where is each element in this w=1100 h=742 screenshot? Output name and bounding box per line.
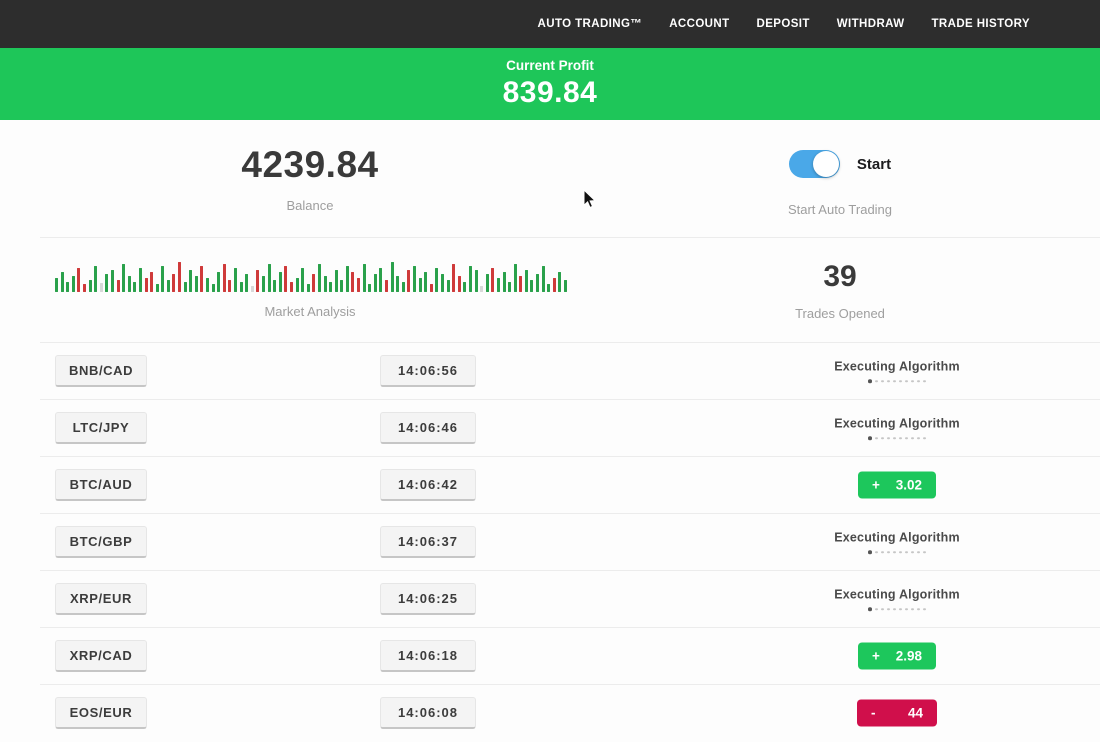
pair-badge: BNB/CAD <box>55 355 148 387</box>
sign: - <box>871 705 876 721</box>
market-analysis-block: Market Analysis <box>0 238 620 342</box>
auto-trading-block: Start Start Auto Trading <box>620 120 1060 237</box>
table-row: LTC/JPY 14:06:46 Executing Algorithm <box>0 400 1100 456</box>
trades-opened-block: 39 Trades Opened <box>620 238 1060 342</box>
pair-badge: BTC/GBP <box>55 526 147 558</box>
table-row: XRP/CAD 14:06:18 +2.98 <box>0 628 1100 684</box>
trades-opened-label: Trades Opened <box>795 306 885 321</box>
progress-dots-icon <box>868 607 926 611</box>
balance-section: 4239.84 Balance Start Start Auto Trading <box>0 120 1100 237</box>
pair-badge: XRP/CAD <box>55 640 147 672</box>
market-section: Market Analysis 39 Trades Opened <box>0 238 1100 342</box>
loss-badge: - 44 <box>857 699 937 727</box>
balance-value: 4239.84 <box>241 144 379 185</box>
auto-trading-sublabel: Start Auto Trading <box>787 202 893 217</box>
trades-opened-value: 39 <box>823 260 857 293</box>
pair-badge: BTC/AUD <box>55 469 147 501</box>
status-cell: Executing Algorithm <box>772 359 1022 383</box>
pair-badge: XRP/EUR <box>55 583 147 615</box>
table-row: XRP/EUR 14:06:25 Executing Algorithm <box>0 571 1100 627</box>
status-cell: Executing Algorithm <box>772 416 1022 440</box>
row-divider <box>40 627 1100 628</box>
progress-dots-icon <box>868 550 926 554</box>
value: 3.02 <box>895 477 922 493</box>
value: 2.98 <box>895 648 922 664</box>
nav-item-trade-history[interactable]: TRADE HISTORY <box>931 18 1030 30</box>
row-divider <box>40 513 1100 514</box>
toggle-knob-icon <box>812 151 839 177</box>
time-badge: 14:06:18 <box>380 640 476 672</box>
balance-label: Balance <box>286 198 334 213</box>
status-cell: +3.02 <box>772 471 1022 499</box>
row-divider <box>40 456 1100 457</box>
executing-label: Executing Algorithm <box>834 587 960 602</box>
sign: + <box>872 477 880 493</box>
market-analysis-chart <box>55 262 568 292</box>
profit-badge: +3.02 <box>858 471 936 499</box>
status-cell: Executing Algorithm <box>772 587 1022 611</box>
profit-badge: +2.98 <box>858 642 936 670</box>
value: 44 <box>907 705 923 721</box>
sign: + <box>872 648 880 664</box>
time-badge: 14:06:46 <box>380 412 476 444</box>
time-badge: 14:06:08 <box>380 697 476 729</box>
top-nav: AUTO TRADING™ ACCOUNT DEPOSIT WITHDRAW TRADE… <box>0 0 1100 48</box>
profit-banner: Current Profit 839.84 <box>0 48 1100 120</box>
time-badge: 14:06:37 <box>380 526 476 558</box>
progress-dots-icon <box>868 436 926 440</box>
row-divider <box>40 684 1100 685</box>
row-divider <box>40 570 1100 571</box>
status-cell: Executing Algorithm <box>772 530 1022 554</box>
balance-block: 4239.84 Balance <box>0 120 620 237</box>
trades-table: BNB/CAD 14:06:56 Executing Algorithm LTC/JP… <box>0 342 1100 741</box>
nav-item-withdraw[interactable]: WITHDRAW <box>836 18 905 30</box>
executing-label: Executing Algorithm <box>834 359 960 374</box>
toggle-row: Start <box>788 150 892 178</box>
row-divider <box>40 342 1100 343</box>
table-row: BTC/GBP 14:06:37 Executing Algorithm <box>0 514 1100 570</box>
status-cell: +2.98 <box>772 642 1022 670</box>
nav-item-deposit[interactable]: DEPOSIT <box>756 18 810 30</box>
row-divider <box>40 399 1100 400</box>
pair-badge: EOS/EUR <box>55 697 147 729</box>
toggle-label: Start <box>856 155 892 173</box>
executing-label: Executing Algorithm <box>834 416 960 431</box>
nav-item-auto-trading[interactable]: AUTO TRADING™ <box>537 18 643 30</box>
status-cell: - 44 <box>772 699 1022 727</box>
table-row: BNB/CAD 14:06:56 Executing Algorithm <box>0 343 1100 399</box>
pair-badge: LTC/JPY <box>55 412 147 444</box>
current-profit-value: 839.84 <box>502 76 598 109</box>
time-badge: 14:06:42 <box>380 469 476 501</box>
table-row: BTC/AUD 14:06:42 +3.02 <box>0 457 1100 513</box>
time-badge: 14:06:56 <box>380 355 476 387</box>
market-analysis-label: Market Analysis <box>264 304 356 319</box>
nav-items: AUTO TRADING™ ACCOUNT DEPOSIT WITHDRAW TRADE… <box>538 18 1030 30</box>
section-divider <box>40 237 1100 238</box>
progress-dots-icon <box>868 379 926 383</box>
table-row: EOS/EUR 14:06:08 - 44 <box>0 685 1100 741</box>
auto-trading-toggle[interactable] <box>788 150 840 178</box>
executing-label: Executing Algorithm <box>834 530 960 545</box>
current-profit-label: Current Profit <box>506 58 594 73</box>
time-badge: 14:06:25 <box>380 583 476 615</box>
nav-item-account[interactable]: ACCOUNT <box>669 18 730 30</box>
